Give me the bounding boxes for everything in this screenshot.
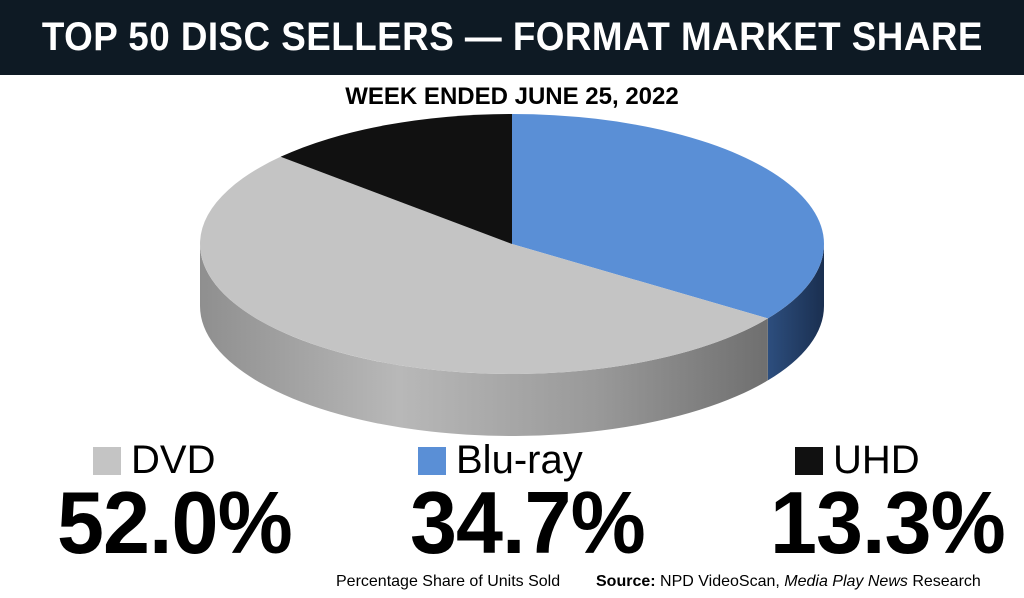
source-label: Source: <box>596 573 656 590</box>
chart-subtitle: WEEK ENDED JUNE 25, 2022 <box>345 83 679 110</box>
dvd-percentage: 52.0% <box>57 473 293 572</box>
legend-label-uhd: UHD <box>833 438 920 482</box>
pie-slice-bluray <box>512 114 825 319</box>
source-publication: Media Play News <box>784 573 908 590</box>
uhd-percentage: 13.3% <box>770 473 1006 572</box>
title-bar: TOP 50 DISC SELLERS — FORMAT MARKET SHAR… <box>0 0 1024 75</box>
legend-uhd: UHD <box>795 438 920 483</box>
pie-chart <box>199 114 825 436</box>
legend-label-bluray: Blu-ray <box>456 438 583 482</box>
pie-slice-uhd <box>280 114 512 244</box>
legend-swatch-bluray <box>418 446 446 475</box>
source-suffix: Research <box>912 573 981 590</box>
pie-side-bluray <box>767 244 825 381</box>
legend-label-dvd: DVD <box>131 438 216 482</box>
footer-note: Percentage Share of Units Sold <box>336 573 561 590</box>
legend-bluray: Blu-ray <box>418 438 583 483</box>
chart-title: TOP 50 DISC SELLERS — FORMAT MARKET SHAR… <box>41 15 983 59</box>
legend-swatch-uhd <box>795 446 823 475</box>
source-line: Source: NPD VideoScan, Media Play News R… <box>596 573 981 591</box>
pie-slice-dvd <box>199 156 768 375</box>
legend-swatch-dvd <box>93 446 121 475</box>
bluray-percentage: 34.7% <box>410 473 646 572</box>
legend-dvd: DVD <box>93 438 215 483</box>
source-text: NPD VideoScan, <box>660 573 780 590</box>
pie-side-dvd <box>200 244 768 436</box>
